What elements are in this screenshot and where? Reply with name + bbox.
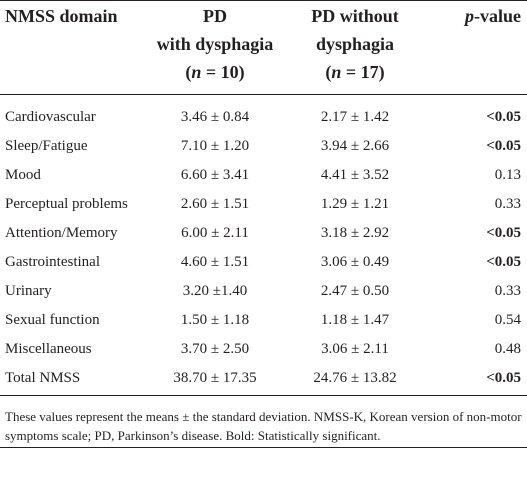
table-cell: 24.76 ± 13.82 [313,370,397,386]
table-cell: <0.05 [486,370,521,386]
table-cell: 0.13 [494,167,521,183]
header-text: dysphagia [315,34,395,54]
header-text: n [191,62,202,82]
header-text: with dysphagia [156,34,274,54]
table-row: Perceptual problems 2.60 ± 1.51 1.29 ± 1.2… [0,190,527,219]
header-text: p [465,6,474,26]
table-cell: 6.60 ± 3.41 [180,167,250,183]
table-row: Attention/Memory 6.00 ± 2.11 3.18 ± 2.92 <0… [0,219,527,248]
table-cell: 3.70 ± 2.50 [180,341,250,357]
header-line: (n = 10) [154,58,276,86]
header-text: = 17) [341,62,385,82]
header-line: PD [154,2,276,30]
table-cell: Total NMSS [5,370,81,386]
table-cell: 0.54 [494,312,521,328]
header-row: NMSS domain PD with dysphagia (n = 10) PD wi… [0,0,527,95]
table-cell: 0.33 [494,196,521,212]
table-row: Total NMSS 38.70 ± 17.35 24.76 ± 13.82 <0.0… [0,364,527,396]
table-body: Cardiovascular 3.46 ± 0.84 2.17 ± 1.42 <0.0… [0,95,527,396]
header-text: n [331,62,342,82]
table-cell: 3.18 ± 2.92 [320,225,390,241]
table-row: Cardiovascular 3.46 ± 0.84 2.17 ± 1.42 <0.0… [0,95,527,133]
column-header: PD with dysphagia (n = 10) [150,0,280,95]
table-cell: <0.05 [486,254,521,270]
table-row: Sexual function 1.50 ± 1.18 1.18 ± 1.47 0.5… [0,306,527,335]
table-cell: 0.48 [494,341,521,357]
table-cell: 7.10 ± 1.20 [180,138,250,154]
table-cell: 2.60 ± 1.51 [180,196,250,212]
table-cell: Cardiovascular [5,109,96,125]
table-cell: 4.41 ± 3.52 [320,167,390,183]
header-text: = 10) [201,62,245,82]
data-table: NMSS domain PD with dysphagia (n = 10) PD wi… [0,0,527,396]
table-cell: 6.00 ± 2.11 [181,225,249,241]
table-row: Sleep/Fatigue 7.10 ± 1.20 3.94 ± 2.66 <0.05 [0,132,527,161]
header-text: ( [325,62,332,82]
table-cell: 3.46 ± 0.84 [180,109,250,125]
table-row: Gastrointestinal 4.60 ± 1.51 3.06 ± 0.49 <0… [0,248,527,277]
table-cell: 1.29 ± 1.21 [320,196,390,212]
header-line: PD without [284,2,426,30]
table-cell: Urinary [5,283,52,299]
table-row: Urinary 3.20 ±1.40 2.47 ± 0.50 0.33 [0,277,527,306]
table-row: Mood 6.60 ± 3.41 4.41 ± 3.52 0.13 [0,161,527,190]
table-cell: Perceptual problems [5,196,128,212]
footnote: These values represent the means ± the s… [0,396,527,448]
header-line: with dysphagia [154,30,276,58]
table-cell: 38.70 ± 17.35 [173,370,257,386]
header-text: -value [474,6,521,26]
table-cell: 1.18 ± 1.47 [320,312,390,328]
table-cell: 2.47 ± 0.50 [320,283,390,299]
table-cell: Attention/Memory [5,225,118,241]
header-text: PD without [311,6,399,26]
table-cell: Sexual function [5,312,100,328]
table-cell: 2.17 ± 1.42 [320,109,390,125]
header-text: NMSS domain [5,6,118,26]
table-cell: 3.20 ±1.40 [182,283,248,299]
header-text: ( [185,62,192,82]
table-cell: 3.06 ± 0.49 [320,254,390,270]
column-header: p-value [430,0,527,95]
header-line: dysphagia [284,30,426,58]
table-cell: 0.33 [494,283,521,299]
header-text: PD [203,6,227,26]
table-row: Miscellaneous 3.70 ± 2.50 3.06 ± 2.11 0.48 [0,335,527,364]
table-cell: <0.05 [486,138,521,154]
table-cell: Miscellaneous [5,341,92,357]
column-header: NMSS domain [0,0,150,95]
header-line: (n = 17) [284,58,426,86]
table-cell: 3.06 ± 2.11 [321,341,389,357]
table-cell: 1.50 ± 1.18 [180,312,250,328]
table-cell: Sleep/Fatigue [5,138,88,154]
header-line: p-value [434,2,521,30]
column-header: PD without dysphagia (n = 17) [280,0,430,95]
table-cell: 4.60 ± 1.51 [180,254,250,270]
header-line: NMSS domain [5,2,146,30]
table-cell: Mood [5,167,41,183]
table-cell: <0.05 [486,225,521,241]
table-cell: Gastrointestinal [5,254,100,270]
table-cell: 3.94 ± 2.66 [320,138,390,154]
table-cell: <0.05 [486,109,521,125]
